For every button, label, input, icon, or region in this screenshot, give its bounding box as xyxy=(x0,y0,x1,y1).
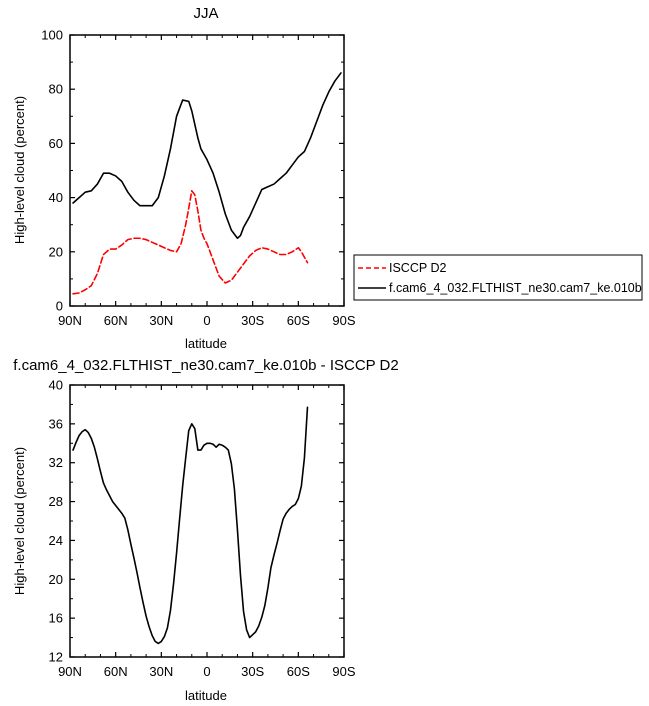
top-plot-frame xyxy=(69,34,345,307)
top-x-tick-label: 90N xyxy=(58,313,82,328)
bottom-y-tick-label: 28 xyxy=(49,494,63,509)
bottom-x-tick-label: 60S xyxy=(287,664,310,679)
bottom-chart-title: f.cam6_4_032.FLTHIST_ne30.cam7_ke.010b -… xyxy=(13,357,398,374)
bottom-y-tick-label: 24 xyxy=(49,533,63,548)
top-x-axis-label: latitude xyxy=(185,336,227,351)
bottom-y-tick-label: 36 xyxy=(49,416,63,431)
bottom-x-axis-label: latitude xyxy=(185,688,227,703)
top-series-line-0 xyxy=(72,190,309,295)
top-chart-title: JJA xyxy=(193,5,218,22)
top-x-tick-label: 60N xyxy=(104,313,128,328)
bottom-series-line-0 xyxy=(72,406,309,645)
top-y-tick-label: 0 xyxy=(56,299,63,314)
top-x-tick-label: 90S xyxy=(332,313,355,328)
top-x-tick-label: 60S xyxy=(287,313,310,328)
bottom-series-group xyxy=(72,406,309,645)
top-x-tick-label: 30N xyxy=(149,313,173,328)
bottom-axis-ticks: 90N 60N 30N 0 30S 60S 90S 12 16 20 24 28 32 36 40 xyxy=(49,378,356,680)
top-y-tick-label: 60 xyxy=(49,136,63,151)
top-series-line-1 xyxy=(72,72,342,240)
legend-label-model: f.cam6_4_032.FLTHIST_ne30.cam7_ke.010b xyxy=(389,281,642,295)
bottom-y-tick-label: 32 xyxy=(49,455,63,470)
legend: ISCCP D2 f.cam6_4_032.FLTHIST_ne30.cam7_… xyxy=(353,254,643,301)
bottom-plot-frame xyxy=(69,384,345,658)
legend-box xyxy=(353,254,643,301)
bottom-x-tick-label: 30N xyxy=(149,664,173,679)
top-panel: JJA High-level cloud (percent) latitude … xyxy=(12,5,356,351)
bottom-x-tick-label: 90S xyxy=(332,664,355,679)
top-y-tick-label: 40 xyxy=(49,190,63,205)
top-axis-ticks: 90N 60N 30N 0 30S 60S 90S 0 20 40 60 80 100 xyxy=(41,28,356,329)
bottom-x-tick-label: 0 xyxy=(203,664,210,679)
top-y-tick-label: 100 xyxy=(41,28,63,43)
top-y-tick-label: 80 xyxy=(49,82,63,97)
bottom-y-tick-label: 40 xyxy=(49,378,63,393)
top-y-tick-label: 20 xyxy=(49,244,63,259)
bottom-panel: f.cam6_4_032.FLTHIST_ne30.cam7_ke.010b -… xyxy=(12,357,399,703)
bottom-x-tick-label: 90N xyxy=(58,664,82,679)
top-x-tick-label: 30S xyxy=(241,313,264,328)
bottom-y-tick-label: 16 xyxy=(49,611,63,626)
bottom-y-axis-label: High-level cloud (percent) xyxy=(12,447,27,595)
bottom-x-tick-label: 60N xyxy=(104,664,128,679)
top-series-group xyxy=(72,72,342,295)
legend-label-isccp: ISCCP D2 xyxy=(389,261,446,275)
bottom-y-tick-label: 20 xyxy=(49,572,63,587)
top-x-tick-label: 0 xyxy=(203,313,210,328)
bottom-y-tick-label: 12 xyxy=(49,650,63,665)
bottom-x-tick-label: 30S xyxy=(241,664,264,679)
top-y-axis-label: High-level cloud (percent) xyxy=(12,96,27,244)
